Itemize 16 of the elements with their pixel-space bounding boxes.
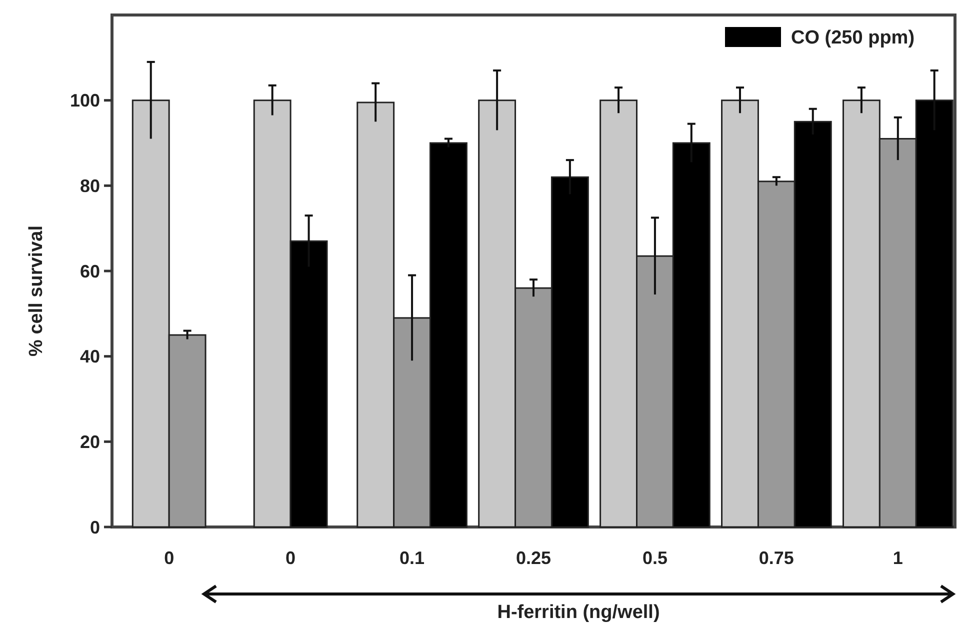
x-axis-title: H-ferritin (ng/well) <box>497 602 660 623</box>
y-axis-title: % cell survival <box>26 226 47 356</box>
y-tick-label: 100 <box>70 90 100 111</box>
x-tick-label: 0 <box>164 548 174 568</box>
x-tick-label: 0.5 <box>642 548 668 568</box>
x-tick-label: 0.75 <box>758 548 794 568</box>
y-tick-label: 20 <box>80 432 100 452</box>
y-tick-label: 0 <box>90 517 100 538</box>
x-tick-label: 0.1 <box>400 548 425 568</box>
y-tick-label: 40 <box>80 346 100 367</box>
y-tick-label: 60 <box>80 261 100 282</box>
y-tick-label: 80 <box>80 176 100 196</box>
x-tick-label: 0 <box>286 548 296 568</box>
x-tick-label: 0.25 <box>516 548 552 568</box>
x-tick-label: 1 <box>892 548 903 568</box>
legend-label: CO (250 ppm) <box>791 28 915 49</box>
